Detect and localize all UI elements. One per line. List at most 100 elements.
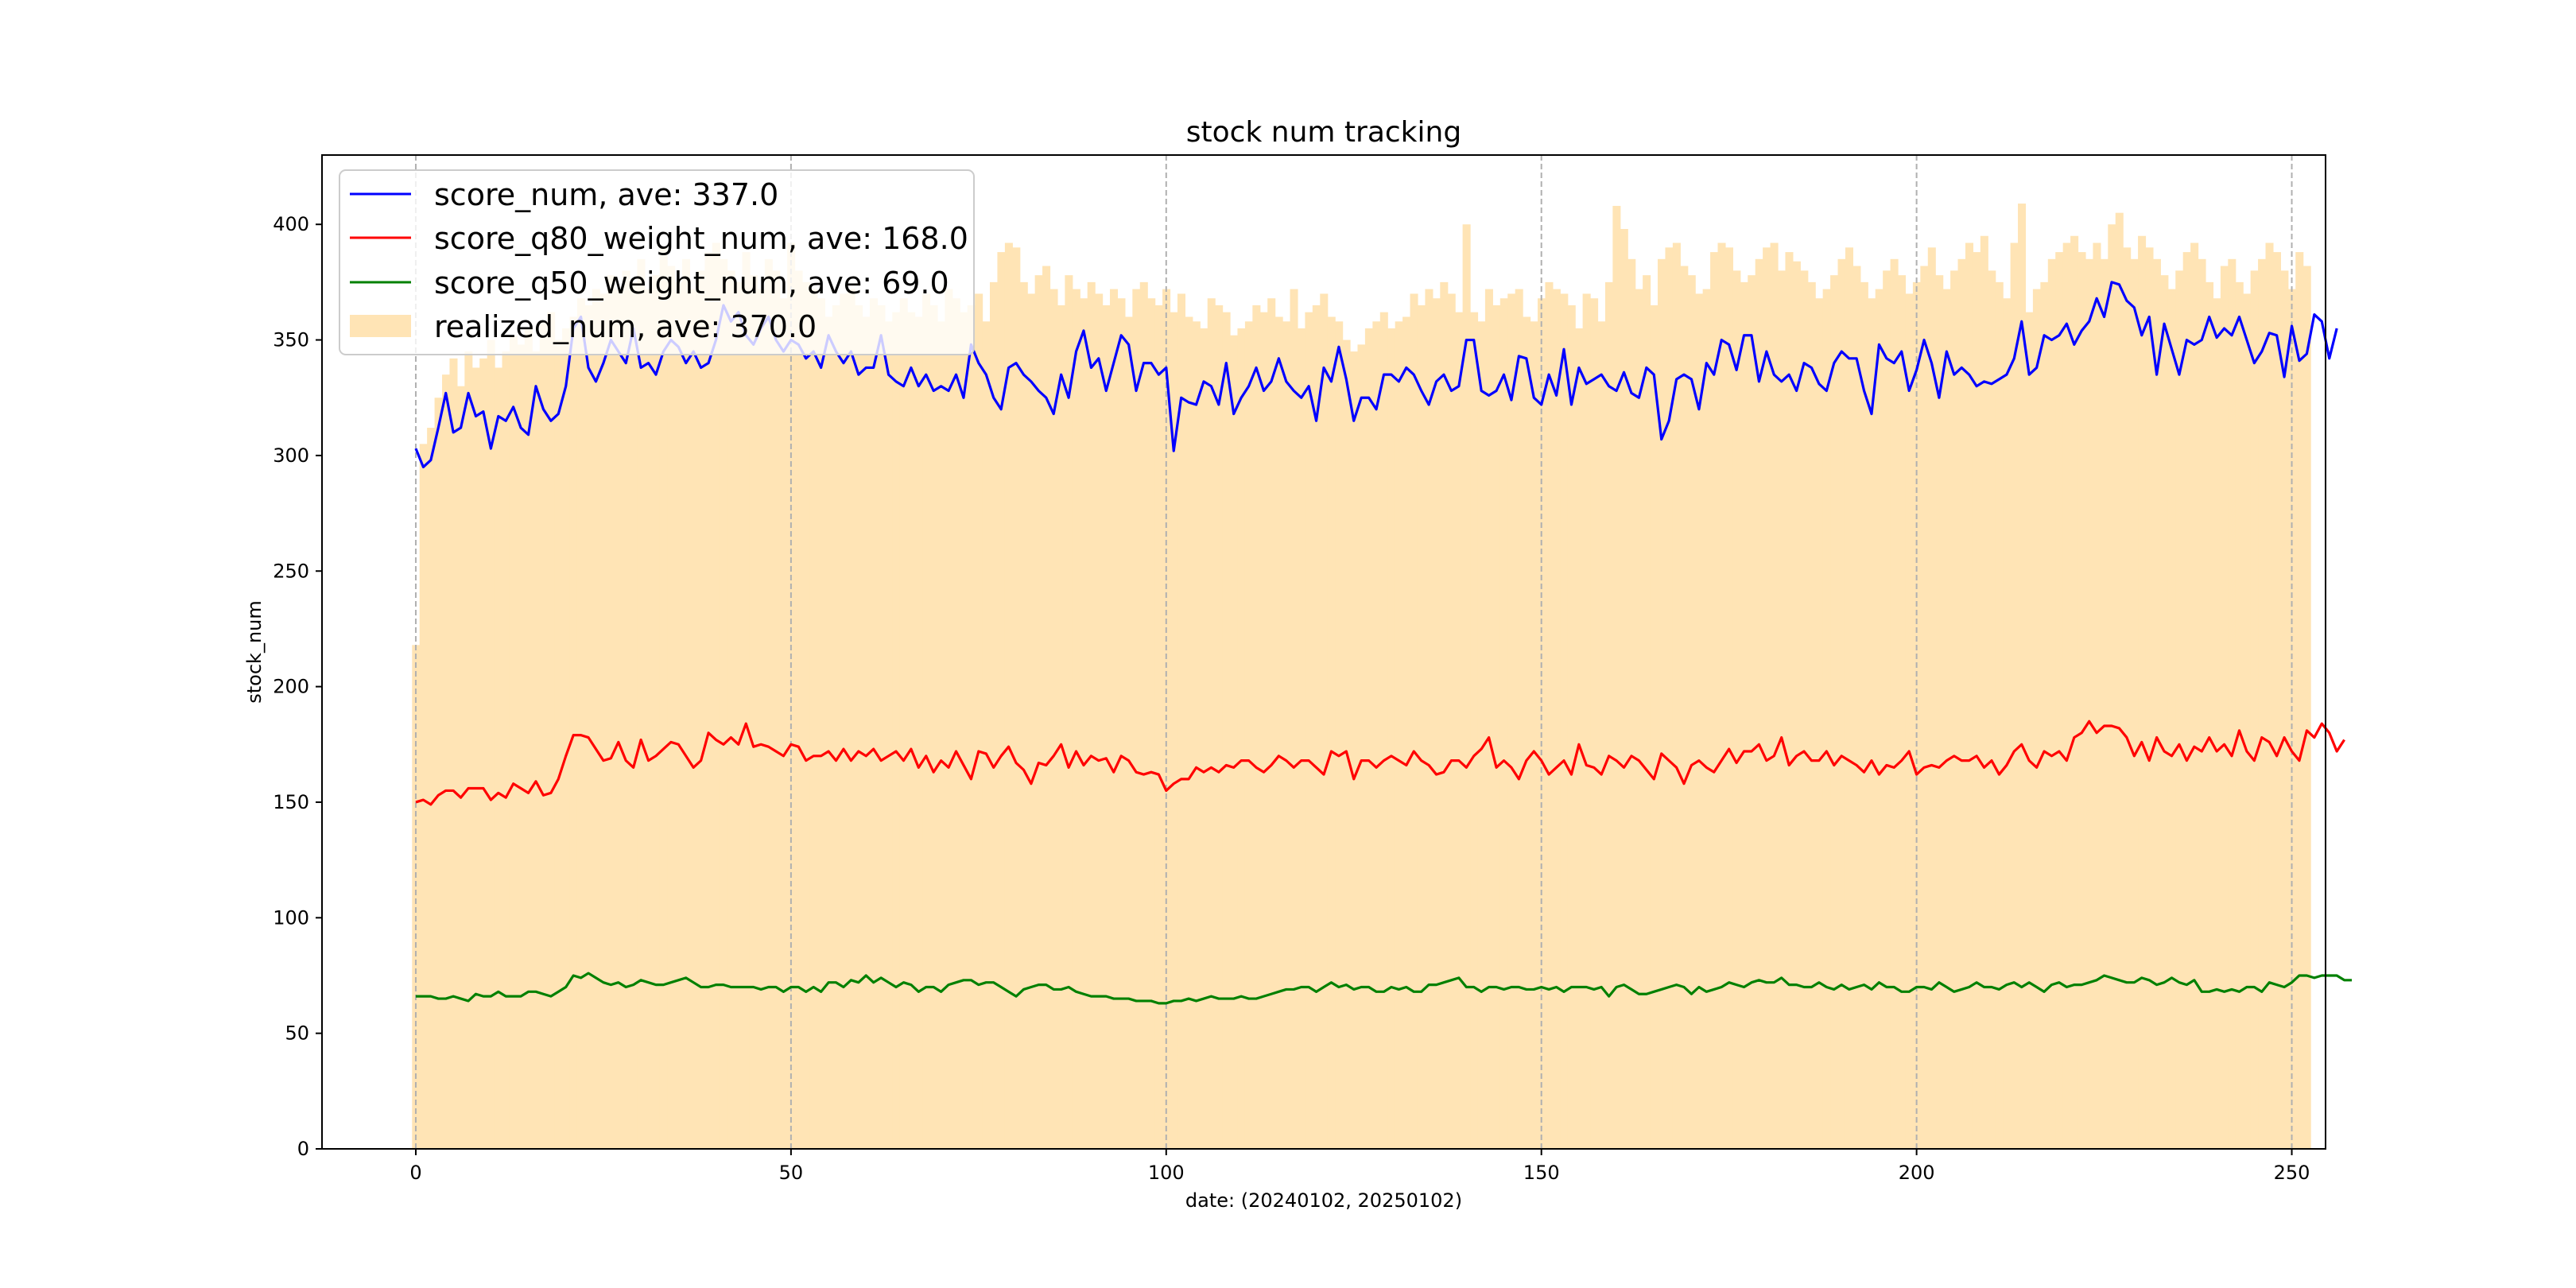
realized-num-bar bbox=[615, 289, 623, 1150]
realized-num-bar bbox=[1860, 281, 1868, 1149]
realized-num-bar bbox=[1920, 266, 1929, 1149]
realized-num-bar bbox=[1004, 242, 1013, 1150]
realized-num-bar bbox=[899, 298, 908, 1150]
realized-num-bar bbox=[2093, 242, 2101, 1150]
realized-num-bar bbox=[832, 305, 840, 1150]
realized-num-bar bbox=[464, 351, 473, 1150]
realized-num-bar bbox=[1192, 321, 1201, 1149]
realized-num-bar bbox=[1335, 321, 1344, 1149]
realized-num-bar bbox=[1170, 312, 1178, 1149]
realized-num-bar bbox=[2138, 235, 2147, 1149]
realized-num-bar bbox=[1027, 293, 1036, 1149]
x-axis-ticks: 0 50 100 150 200 250 bbox=[409, 1149, 2310, 1184]
realized-num-bar bbox=[1042, 266, 1051, 1149]
legend-label-score-num: score_num, ave: 337.0 bbox=[434, 177, 778, 212]
realized-num-bar bbox=[569, 316, 578, 1149]
realized-num-bar bbox=[1110, 289, 1119, 1150]
realized-num-bar bbox=[1800, 270, 1809, 1150]
realized-num-bar bbox=[1065, 275, 1073, 1149]
realized-num-bar bbox=[2213, 298, 2221, 1150]
realized-num-bar bbox=[1643, 275, 1651, 1149]
x-tick-label: 250 bbox=[2274, 1162, 2310, 1184]
realized-num-bar bbox=[840, 293, 848, 1149]
realized-num-bar bbox=[1680, 266, 1689, 1149]
realized-num-bar bbox=[1672, 242, 1681, 1150]
realized-num-bar bbox=[952, 298, 960, 1150]
realized-num-bar bbox=[787, 242, 796, 1150]
realized-num-bar bbox=[757, 289, 766, 1150]
realized-num-bar bbox=[2070, 235, 2079, 1149]
realized-num-bar bbox=[2205, 281, 2214, 1149]
realized-num-bar bbox=[674, 281, 683, 1149]
realized-num-bar bbox=[2175, 270, 2184, 1150]
realized-num-bar bbox=[2235, 281, 2244, 1149]
realized-num-bar bbox=[1523, 316, 1531, 1149]
realized-num-bar bbox=[487, 339, 495, 1149]
x-tick-label: 0 bbox=[409, 1162, 421, 1184]
realized-num-bar bbox=[442, 374, 451, 1149]
realized-num-bar bbox=[1237, 328, 1246, 1149]
realized-num-bar bbox=[622, 270, 630, 1150]
realized-num-bar bbox=[1515, 289, 1523, 1150]
realized-num-bar bbox=[997, 252, 1006, 1150]
y-tick-label: 250 bbox=[273, 560, 309, 582]
realized-num-bar bbox=[1057, 305, 1065, 1150]
realized-num-bar bbox=[1034, 275, 1043, 1149]
realized-num-bar bbox=[1185, 316, 1193, 1149]
y-axis-ticks: 0 50 100 150 200 250 300 350 400 bbox=[273, 213, 322, 1160]
realized-num-bar bbox=[584, 305, 593, 1150]
realized-num-bar bbox=[2258, 258, 2267, 1149]
realized-num-bar bbox=[2032, 289, 2041, 1150]
realized-num-bar bbox=[742, 252, 751, 1150]
realized-num-bar bbox=[2003, 298, 2012, 1150]
legend-box bbox=[339, 169, 975, 355]
realized-num-bar bbox=[2243, 293, 2252, 1149]
realized-num-bar bbox=[1980, 235, 1988, 1149]
realized-num-bar bbox=[1297, 328, 1306, 1149]
realized-num-bar bbox=[1597, 321, 1606, 1149]
realized-num-bar bbox=[1215, 305, 1224, 1150]
realized-num-bar bbox=[1455, 312, 1464, 1149]
realized-num-bar bbox=[735, 281, 743, 1149]
realized-num-bar bbox=[869, 298, 879, 1150]
realized-num-bar bbox=[532, 351, 541, 1150]
realized-num-bar bbox=[990, 281, 999, 1149]
realized-num-bar bbox=[1087, 281, 1096, 1149]
realized-num-bar bbox=[1342, 339, 1351, 1149]
y-tick-label: 0 bbox=[297, 1138, 309, 1160]
realized-num-bar bbox=[1305, 312, 1313, 1149]
realized-num-bar bbox=[727, 270, 735, 1150]
legend-label-score-q80: score_q80_weight_num, ave: 168.0 bbox=[434, 221, 968, 256]
legend: score_num, ave: 337.0 score_q80_weight_n… bbox=[339, 169, 975, 355]
realized-num-bar bbox=[1650, 305, 1658, 1150]
realized-num-bar bbox=[1770, 242, 1779, 1150]
realized-num-bar bbox=[1755, 258, 1763, 1149]
realized-num-bar bbox=[2167, 289, 2176, 1150]
realized-num-bar bbox=[1792, 261, 1801, 1150]
realized-num-bar bbox=[1395, 321, 1403, 1149]
realized-num-bar bbox=[1830, 275, 1839, 1149]
realized-num-bar bbox=[2055, 252, 2064, 1150]
realized-num-bar bbox=[1837, 258, 1846, 1149]
realized-num-bar bbox=[449, 358, 458, 1149]
realized-num-bar bbox=[712, 242, 720, 1150]
realized-num-bar bbox=[1724, 247, 1733, 1149]
x-tick-label: 50 bbox=[779, 1162, 804, 1184]
realized-num-bar bbox=[2250, 270, 2259, 1150]
realized-num-bars bbox=[412, 204, 2311, 1150]
realized-num-bar bbox=[2190, 242, 2199, 1150]
realized-num-bar bbox=[1379, 312, 1388, 1149]
realized-num-bar bbox=[1117, 298, 1126, 1150]
realized-num-bar bbox=[689, 289, 698, 1150]
realized-num-bar bbox=[1447, 293, 1456, 1149]
realized-num-bar bbox=[817, 298, 825, 1150]
realized-num-bar bbox=[884, 321, 893, 1149]
x-tick-label: 100 bbox=[1148, 1162, 1185, 1184]
y-tick-label: 400 bbox=[273, 213, 309, 235]
realized-num-bar bbox=[1387, 328, 1396, 1149]
realized-num-bar bbox=[1890, 258, 1899, 1149]
realized-num-bar bbox=[554, 339, 563, 1149]
realized-num-bar bbox=[960, 312, 968, 1149]
realized-num-bar bbox=[502, 351, 510, 1150]
realized-num-bar bbox=[929, 305, 938, 1150]
